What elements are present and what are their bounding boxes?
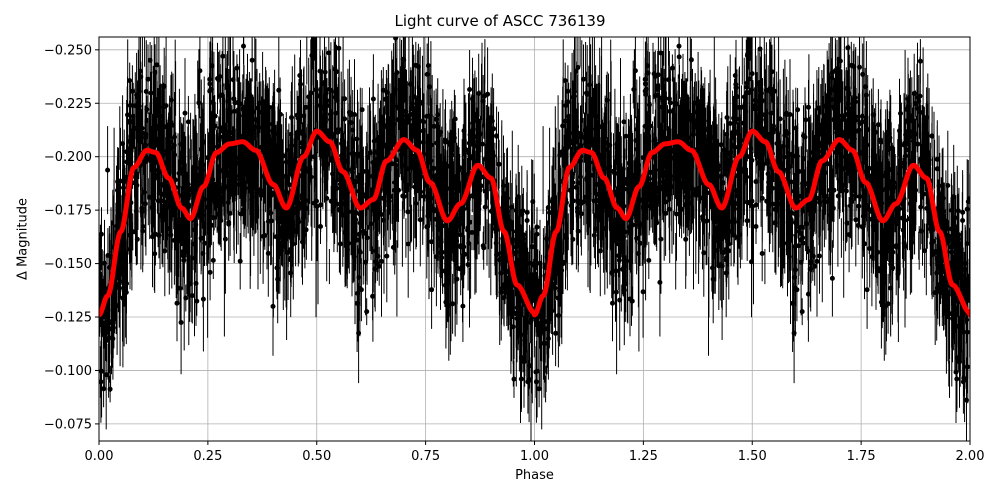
y-axis-ticks: −0.250 −0.225 −0.200 −0.175 −0.150 −0.125 −0.1… xyxy=(44,43,99,432)
y-tick-label: −0.200 xyxy=(44,150,92,165)
y-tick-label: −0.225 xyxy=(44,97,92,112)
x-tick-label: 0.50 xyxy=(302,449,331,464)
y-tick-label: −0.125 xyxy=(44,311,92,326)
x-tick-label: 0.00 xyxy=(85,449,114,464)
x-tick-label: 0.25 xyxy=(193,449,222,464)
y-tick-label: −0.150 xyxy=(44,257,92,272)
x-axis-ticks: 0.00 0.25 0.50 0.75 1.00 1.25 1.50 1.75 2.00 xyxy=(85,441,985,464)
model-curve xyxy=(99,128,970,318)
x-tick-label: 0.75 xyxy=(411,449,440,464)
x-tick-label: 2.00 xyxy=(956,449,985,464)
x-tick-label: 1.00 xyxy=(520,449,549,464)
x-tick-label: 1.75 xyxy=(847,449,876,464)
y-tick-label: −0.075 xyxy=(44,417,92,432)
y-tick-label: −0.175 xyxy=(44,204,92,219)
x-tick-label: 1.25 xyxy=(629,449,658,464)
x-axis-label: Phase xyxy=(515,468,554,483)
y-tick-label: −0.250 xyxy=(44,43,92,58)
chart-title: Light curve of ASCC 736139 xyxy=(394,12,606,30)
x-tick-label: 1.50 xyxy=(738,449,767,464)
y-tick-label: −0.100 xyxy=(44,364,92,379)
